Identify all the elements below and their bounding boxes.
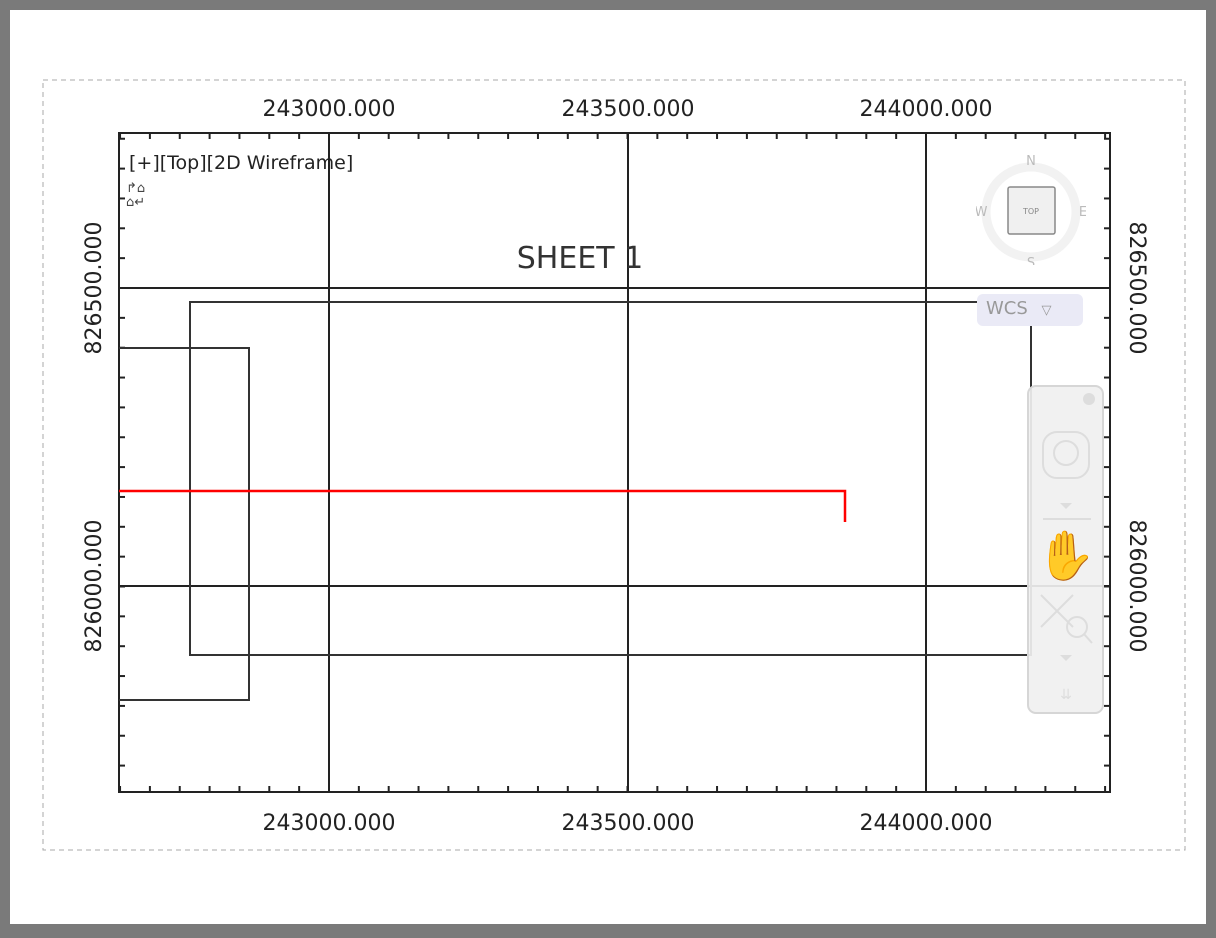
tick-marks	[119, 133, 1110, 792]
x-label-top: 243000.000	[263, 97, 396, 122]
ucs-label: WCS	[986, 298, 1028, 319]
chevron-down-icon[interactable]	[1060, 655, 1072, 661]
compass-south[interactable]: S	[1027, 256, 1035, 265]
pan-hand-icon[interactable]: ✋	[1036, 528, 1096, 584]
compass-ring[interactable]	[981, 162, 1081, 262]
drawing-canvas[interactable]	[10, 10, 1206, 924]
zoom-extents-icon[interactable]	[1040, 594, 1093, 644]
viewcube-face-label: TOP	[1022, 207, 1039, 216]
steering-wheel-icon[interactable]	[1042, 431, 1090, 479]
y-label-right: 826500.000	[1124, 222, 1149, 355]
x-label-top: 244000.000	[860, 97, 993, 122]
chevron-down-icon: ▽	[1041, 303, 1052, 318]
compass-east[interactable]: E	[1079, 205, 1086, 220]
ucs-icon: ↱⌂ ⌂↵	[126, 181, 146, 210]
viewcube-top-face[interactable]	[1007, 186, 1056, 235]
close-icon[interactable]	[1083, 393, 1095, 405]
viewport-controls[interactable]: [+][Top][2D Wireframe]	[129, 152, 354, 174]
viewcube[interactable]: TOP N S E W	[976, 155, 1086, 265]
compass-north[interactable]: N	[1026, 155, 1036, 169]
x-label-bottom: 243000.000	[263, 811, 396, 836]
navigation-bar[interactable]: ✋ ⇊	[1027, 385, 1104, 714]
x-label-bottom: 244000.000	[860, 811, 993, 836]
y-label-left: 826000.000	[82, 520, 107, 653]
grid-frame	[118, 132, 1111, 793]
sheet-title: SHEET 1	[517, 241, 643, 276]
adjacent-sheet-rectangle[interactable]	[119, 347, 250, 701]
red-polyline[interactable]	[119, 489, 847, 522]
navbar-icons: ✋ ⇊	[1036, 393, 1096, 703]
y-label-left: 826500.000	[82, 222, 107, 355]
expand-icon[interactable]: ⇊	[1060, 687, 1072, 703]
y-label-right: 826000.000	[1124, 520, 1149, 653]
sheet-rectangle[interactable]	[189, 301, 1032, 656]
paper-boundary	[42, 79, 1186, 851]
compass-west[interactable]: W	[976, 205, 988, 220]
x-label-bottom: 243500.000	[562, 811, 695, 836]
ucs-menu[interactable]: WCS ▽	[977, 294, 1083, 326]
x-label-top: 243500.000	[562, 97, 695, 122]
chevron-down-icon[interactable]	[1060, 503, 1072, 509]
